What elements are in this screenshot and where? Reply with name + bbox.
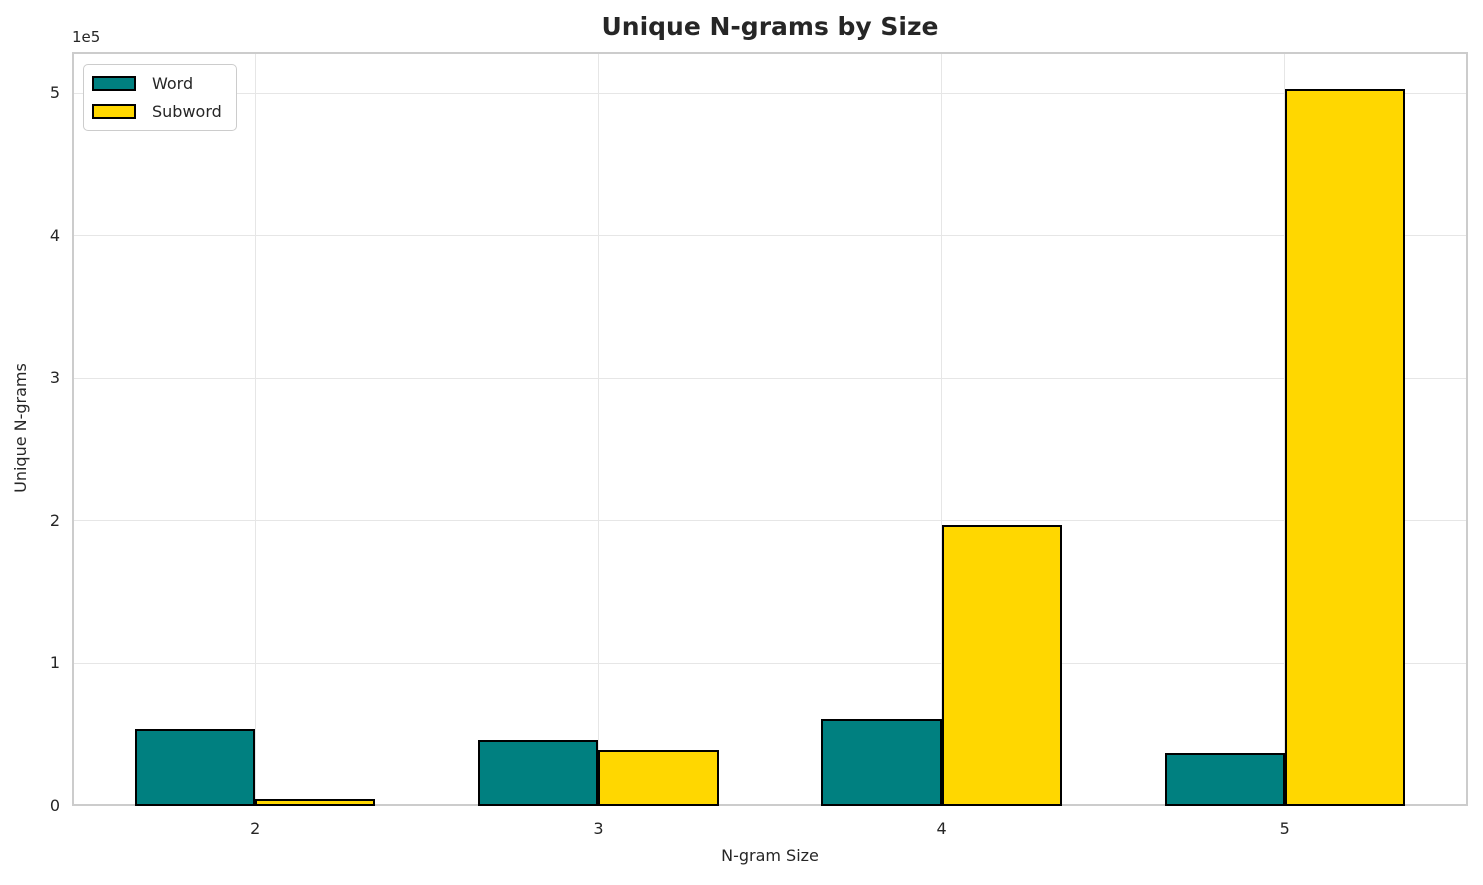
bar-word-ngram-2	[135, 729, 256, 806]
bar-word-ngram-4	[821, 719, 942, 806]
bar-subword-ngram-5	[1284, 89, 1405, 806]
bar-subword-ngram-4	[941, 525, 1062, 806]
y-gridline	[72, 520, 1468, 522]
right-spine	[1466, 52, 1468, 806]
bar-subword-ngram-2	[255, 798, 376, 806]
bar-subword-ngram-3	[598, 750, 719, 806]
bottom-spine	[72, 804, 1468, 806]
y-gridline	[72, 377, 1468, 379]
legend-label: Subword	[152, 102, 222, 121]
y-tick-label: 2	[49, 510, 60, 530]
y-axis-label: Unique N-grams	[11, 363, 30, 493]
legend-swatch-subword	[92, 104, 136, 119]
y-tick-label: 5	[49, 83, 60, 103]
left-spine	[72, 52, 74, 806]
y-tick-label: 1	[49, 653, 60, 673]
y-gridline	[72, 662, 1468, 664]
bar-word-ngram-3	[478, 740, 599, 806]
y-tick-label: 0	[49, 796, 60, 815]
y-axis-offset-text: 1e5	[72, 28, 101, 46]
legend-swatch-word	[92, 76, 136, 91]
top-spine	[72, 52, 1468, 54]
x-gridline	[597, 52, 599, 806]
y-gridline	[72, 92, 1468, 94]
x-tick-label: 2	[250, 819, 261, 838]
plot-area: 0 1 2 3 4 5 2 3 4 5	[50, 52, 1468, 838]
x-tick-label: 5	[1279, 819, 1290, 838]
legend: Word Subword	[83, 64, 237, 131]
legend-label: Word	[152, 74, 194, 93]
y-gridline	[72, 235, 1468, 237]
x-axis-label: N-gram Size	[721, 846, 819, 865]
x-gridline	[254, 52, 256, 806]
legend-item-word: Word	[92, 74, 222, 93]
y-tick-label: 4	[49, 225, 60, 245]
x-gridline	[941, 52, 943, 806]
x-tick-label: 3	[593, 819, 604, 838]
chart-title: Unique N-grams by Size	[601, 12, 939, 41]
y-tick-label: 3	[49, 368, 60, 388]
x-tick-label: 4	[936, 819, 947, 838]
bar-word-ngram-5	[1164, 753, 1285, 806]
legend-item-subword: Subword	[92, 102, 222, 121]
